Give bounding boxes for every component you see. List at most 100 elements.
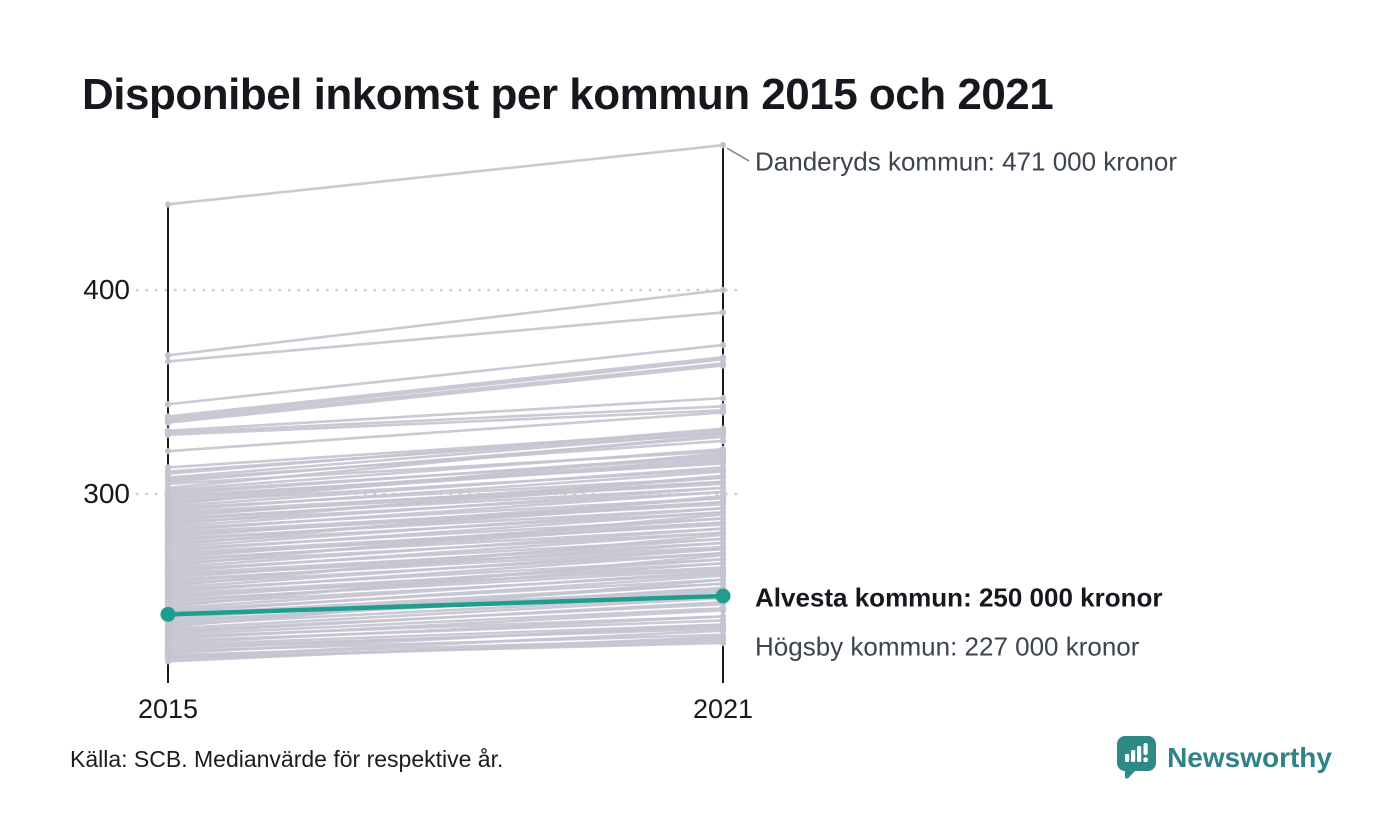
slope-point-2015 [164,654,172,661]
slope-point-2015 [164,352,172,359]
slope-line [167,288,724,357]
slope-line [167,570,724,610]
slope-point-2021 [719,531,727,538]
slope-point-2021 [719,613,727,620]
highlight-line [167,593,724,617]
slope-point-2021 [719,309,727,316]
slope-line [167,143,724,206]
slope-line [167,494,724,547]
slope-point-2021 [719,362,727,369]
slope-line [167,311,724,363]
newsworthy-logo-icon [1117,736,1157,779]
slope-line [167,606,724,637]
slope-line [167,641,724,659]
slope-line [167,433,724,490]
slope-point-2021 [719,639,727,647]
slope-point-2021 [719,409,727,416]
slope-line [167,362,724,422]
slope-line [167,411,724,453]
slope-line [167,513,724,567]
slope-line [167,574,724,614]
slope-point-2021 [719,498,727,506]
slope-point-2021 [719,141,727,149]
slope-line [167,547,724,590]
slope-point-2021 [719,431,727,439]
slope-line [167,600,724,635]
slope-point-2021 [719,511,727,518]
slope-point-2015 [164,201,172,208]
slope-line [167,527,724,569]
slope-line [167,460,724,502]
slope-point-2015 [164,419,172,426]
highlight-point-2021 [715,588,731,604]
slope-line [167,343,724,406]
slope-point-2021 [719,394,727,402]
slope-line [167,557,724,600]
slope-line [167,474,724,526]
slope-line [167,511,724,553]
slope-line [167,608,724,641]
annotation-danderyd: Danderyds kommun: 471 000 kronor [755,146,1178,177]
branding: Newsworthy [1116,735,1332,780]
annotation-alvesta: Alvesta kommun: 250 000 kronor [755,582,1163,613]
slope-line [167,623,724,655]
slope-line [167,431,724,479]
slope-point-2021 [719,627,727,634]
slope-line [167,533,724,588]
chart-title: Disponibel inkomst per kommun 2015 och 2… [82,70,1054,119]
slope-point-2015 [164,431,172,439]
slope-point-2021 [719,576,727,583]
slope-line [167,541,724,584]
x-axis-label-2021: 2021 [692,694,754,724]
slope-point-2021 [719,539,727,547]
slope-line [167,517,724,559]
slope-line [167,537,724,579]
slope-line [167,466,724,508]
slope-point-2021 [719,286,727,294]
slope-point-2021 [719,450,727,457]
source-note: Källa: SCB. Medianvärde för respektive å… [70,746,504,772]
leader-danderyd [726,147,750,162]
slope-point-2021 [719,607,727,614]
y-axis-tick-300: 300 [83,478,130,509]
slope-line [167,553,724,608]
slope-line [167,447,724,492]
slope-point-2021 [719,621,727,628]
slope-line [167,396,724,433]
slope-line [167,490,724,533]
slope-line [167,551,724,594]
slope-line [167,562,724,604]
slope-point-2021 [719,519,727,526]
slope-point-2015 [164,401,172,408]
slope-line [167,629,724,659]
slope-point-2021 [719,472,727,479]
slope-point-2021 [719,478,727,485]
highlight-point-2015 [160,606,176,622]
annotation-hogsby: Högsby kommun: 227 000 kronor [755,631,1140,662]
slope-line [167,364,724,424]
slope-line [167,358,724,420]
slope-line [167,404,724,435]
slope-line [167,506,724,549]
y-axis-tick-400: 400 [83,274,130,305]
slope-line [167,451,724,506]
branding-name: Newsworthy [1167,741,1332,773]
slope-point-2021 [719,560,727,567]
slope-line [167,470,724,512]
slope-point-2021 [719,552,727,559]
x-axis-label-2015: 2015 [137,694,199,724]
slope-line [167,486,724,528]
slope-line [167,521,724,563]
slope-line [167,409,724,437]
slope-point-2021 [719,341,727,349]
slope-line [167,356,724,418]
slope-point-2021 [719,633,727,640]
slope-line [167,615,724,645]
slope-line [167,623,724,647]
slope-point-2015 [164,358,172,365]
slope-line [167,427,724,475]
slope-point-2015 [164,447,172,455]
slope-line [167,596,724,630]
slope-point-2021 [719,458,727,465]
